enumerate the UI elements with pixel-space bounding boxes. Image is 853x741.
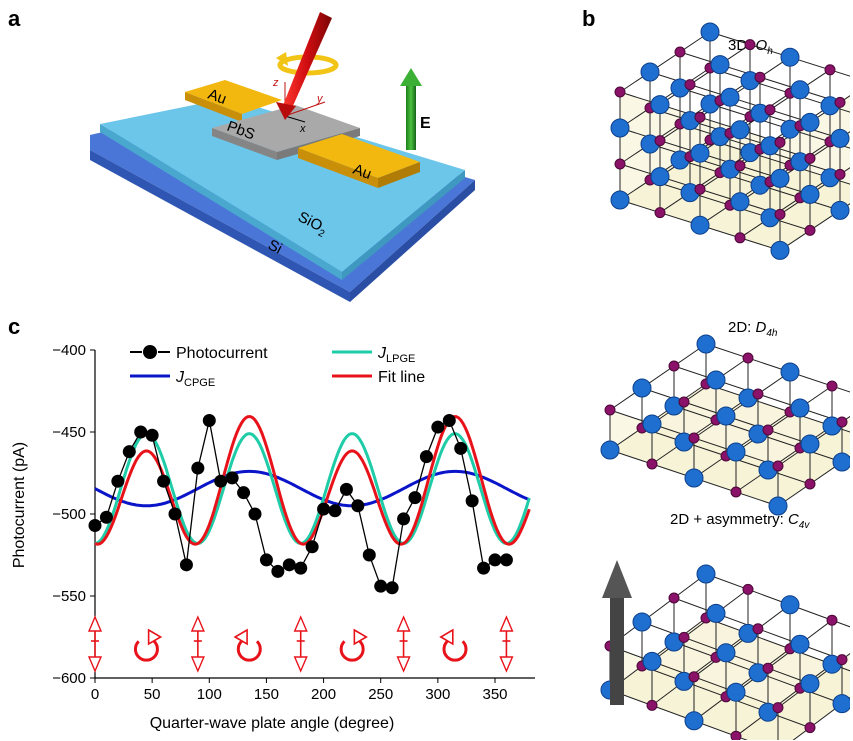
photocurrent-point — [499, 553, 513, 567]
lattice-panel: 3D: Oh 2D: D4h 2D + asymmetry: C4v — [600, 22, 850, 740]
polarization-marker-circular-right — [233, 628, 262, 662]
photocurrent-point — [374, 579, 388, 593]
photocurrent-point — [145, 428, 159, 442]
polarization-marker-linear — [293, 615, 308, 673]
lattice-2d — [600, 334, 850, 516]
photocurrent-point — [385, 581, 399, 595]
photocurrent-point — [122, 445, 136, 459]
photocurrent-point — [328, 504, 342, 518]
photocurrent-point — [431, 420, 445, 434]
photocurrent-point — [202, 414, 216, 428]
photocurrent-point — [237, 486, 251, 500]
electrode-right-label: Au — [351, 161, 374, 183]
lattice-caption-2d: 2D: D4h — [728, 319, 778, 339]
x-tick-label: 250 — [368, 686, 393, 703]
photocurrent-point — [339, 482, 353, 496]
x-tick-label: 300 — [425, 686, 450, 703]
field-label: E — [420, 115, 431, 132]
lattice-3d — [610, 22, 850, 260]
electrode-left-label: Au — [206, 86, 229, 108]
polarization-marker-linear — [87, 615, 103, 673]
legend-item-fit: Fit line — [332, 369, 425, 386]
polarization-marker-circular-left — [133, 628, 163, 662]
svg-text:Photocurrent: Photocurrent — [176, 345, 268, 362]
polarization-marker-circular-left — [339, 628, 368, 662]
device-schematic: z y x E Au PbS Au SiO2 Si — [90, 12, 475, 302]
panel-letter-b: b — [582, 6, 596, 31]
legend-item-photocurrent: Photocurrent — [130, 345, 268, 362]
y-tick-label: −500 — [52, 506, 86, 523]
photocurrent-point — [362, 548, 376, 562]
electrode-right — [298, 134, 420, 178]
x-tick-label: 350 — [482, 686, 507, 703]
photocurrent-point — [179, 558, 193, 572]
y-tick-label: −400 — [52, 342, 86, 359]
photocurrent-point — [419, 450, 433, 464]
photocurrent-point — [134, 425, 148, 439]
fit-curve — [94, 415, 531, 546]
x-tick-label: 100 — [197, 686, 222, 703]
panel-letter-c: c — [8, 314, 21, 339]
photocurrent-point — [408, 491, 422, 505]
photocurrent-point — [99, 510, 113, 524]
photocurrent-point — [168, 507, 182, 521]
pbs-channel — [212, 105, 360, 152]
polarization-marker-linear — [499, 615, 514, 673]
photocurrent-point — [351, 499, 365, 513]
axis-z-label: z — [272, 77, 279, 89]
photocurrent-point — [225, 471, 239, 485]
photocurrent-point — [88, 518, 102, 532]
photocurrent-point — [259, 553, 273, 567]
photocurrent-point — [442, 414, 456, 428]
polarization-marker-circular-right — [439, 628, 468, 662]
incident-beam — [282, 12, 332, 108]
photocurrent-point — [317, 502, 331, 516]
photocurrent-point — [488, 553, 502, 567]
legend-item-cpge: JCPGE — [130, 369, 215, 389]
photocurrent-chart: 0 50 100 150 200 250 300 350 −400 −450 −500 −550 −60… — [11, 342, 535, 732]
photocurrent-point — [454, 441, 468, 455]
cpge-curve — [94, 469, 530, 508]
oxide-layer — [100, 98, 465, 272]
legend-item-lpge: JLPGE — [332, 345, 415, 365]
axis-y-label: y — [316, 93, 324, 105]
photocurrent-point — [397, 512, 411, 526]
svg-text:Fit line: Fit line — [378, 369, 425, 386]
x-axis-label: Quarter-wave plate angle (degree) — [150, 715, 395, 732]
photocurrent-point — [191, 461, 205, 475]
y-tick-label: −600 — [52, 670, 86, 687]
y-tick-label: −550 — [52, 588, 86, 605]
panel-letter-a: a — [8, 6, 21, 31]
polarization-marker-linear — [190, 615, 205, 673]
photocurrent-point — [248, 507, 262, 521]
lpge-curve — [94, 432, 531, 546]
polarization-marker-linear — [396, 615, 411, 673]
photocurrent-point — [111, 474, 125, 488]
y-tick-label: −450 — [52, 424, 86, 441]
lattice-caption-asym: 2D + asymmetry: C4v — [670, 511, 810, 531]
lattice-2d-asymmetric — [600, 564, 850, 740]
electrode-left — [185, 80, 282, 114]
photocurrent-point — [305, 540, 319, 554]
field-arrow — [406, 82, 416, 150]
photocurrent-point — [294, 561, 308, 575]
x-tick-label: 150 — [254, 686, 279, 703]
photocurrent-point — [465, 494, 479, 508]
photocurrent-point — [282, 558, 296, 572]
x-tick-label: 50 — [144, 686, 161, 703]
polar-arrow — [602, 560, 632, 705]
x-tick-label: 0 — [91, 686, 99, 703]
svg-text:JCPGE: JCPGE — [175, 369, 215, 389]
photocurrent-point — [214, 474, 228, 488]
photocurrent-point — [271, 564, 285, 578]
photocurrent-point — [157, 474, 171, 488]
photocurrent-point — [477, 561, 491, 575]
x-tick-label: 200 — [311, 686, 336, 703]
svg-text:JLPGE: JLPGE — [377, 345, 415, 365]
axis-x-label: x — [299, 123, 306, 135]
y-axis-label: Photocurrent (pA) — [11, 442, 28, 568]
